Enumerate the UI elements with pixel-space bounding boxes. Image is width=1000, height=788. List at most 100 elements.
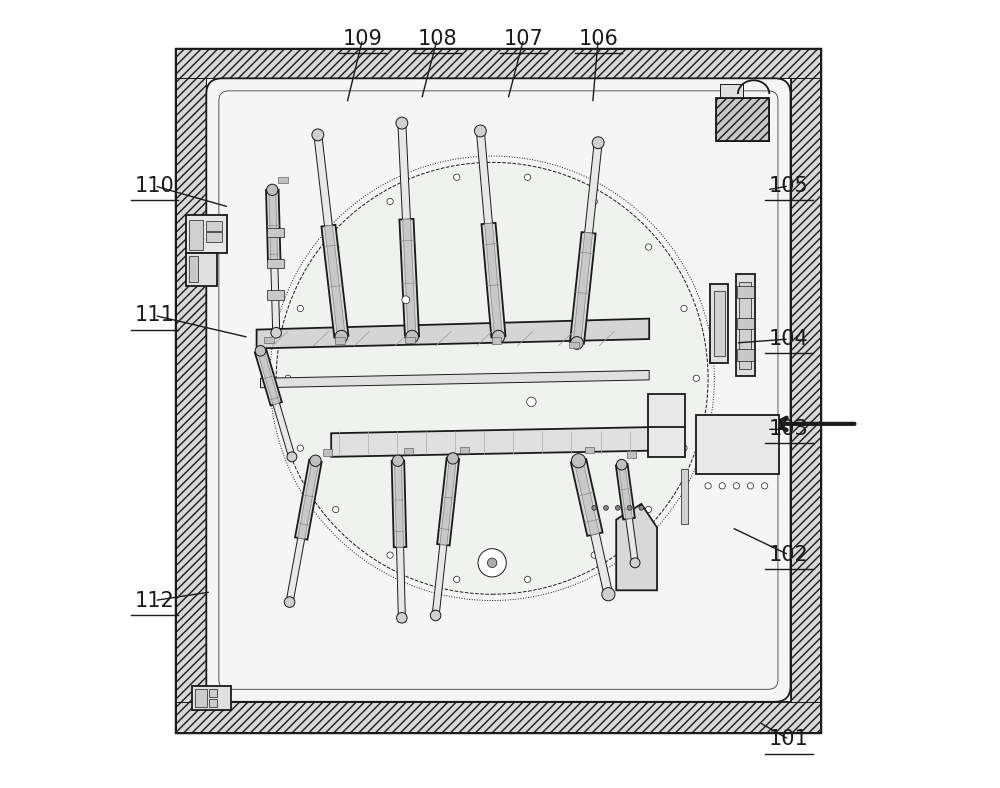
Circle shape [591, 552, 597, 558]
Circle shape [312, 129, 324, 141]
Circle shape [335, 330, 348, 343]
Polygon shape [399, 219, 419, 337]
Polygon shape [394, 461, 404, 547]
Text: 111: 111 [135, 306, 174, 325]
Polygon shape [397, 547, 405, 618]
Text: 109: 109 [343, 29, 383, 49]
Bar [176, 702, 820, 731]
Circle shape [406, 330, 418, 343]
Circle shape [447, 453, 459, 464]
Text: 107: 107 [504, 29, 543, 49]
Bar [736, 274, 755, 377]
Bar [186, 253, 217, 285]
Polygon shape [616, 464, 635, 519]
Text: 104: 104 [769, 329, 809, 349]
Bar [206, 78, 791, 702]
Bar [176, 49, 820, 78]
Text: 106: 106 [578, 29, 618, 49]
Polygon shape [585, 143, 602, 233]
Polygon shape [574, 460, 599, 535]
Polygon shape [255, 349, 282, 406]
Circle shape [719, 483, 725, 489]
Polygon shape [298, 460, 319, 539]
Polygon shape [273, 403, 295, 458]
Bar [739, 282, 751, 369]
Polygon shape [571, 459, 603, 536]
Circle shape [616, 459, 627, 470]
Bar [737, 318, 754, 329]
Circle shape [333, 507, 339, 513]
Polygon shape [626, 519, 638, 563]
Circle shape [333, 244, 339, 251]
Circle shape [645, 244, 652, 251]
Bar [737, 286, 754, 298]
Polygon shape [257, 318, 649, 348]
Polygon shape [440, 458, 456, 545]
FancyBboxPatch shape [206, 78, 791, 702]
Circle shape [474, 125, 486, 137]
Bar [404, 448, 413, 455]
Polygon shape [266, 190, 281, 262]
Circle shape [297, 305, 303, 311]
Circle shape [693, 375, 699, 381]
Circle shape [397, 612, 407, 623]
Circle shape [602, 588, 615, 600]
Bar [264, 336, 274, 343]
Text: 102: 102 [769, 545, 809, 565]
Text: 103: 103 [769, 419, 809, 440]
Polygon shape [618, 464, 632, 519]
Polygon shape [570, 232, 596, 344]
Polygon shape [261, 370, 649, 388]
Bar [405, 337, 415, 344]
Bar [206, 221, 222, 231]
Polygon shape [392, 461, 406, 548]
Circle shape [387, 199, 393, 205]
Bar [716, 98, 769, 141]
Bar [176, 78, 206, 702]
Circle shape [604, 505, 608, 510]
Circle shape [639, 505, 644, 510]
Circle shape [681, 305, 687, 311]
Circle shape [454, 576, 460, 582]
Bar [569, 342, 579, 348]
Circle shape [571, 454, 586, 468]
Circle shape [392, 455, 404, 466]
Bar [323, 449, 332, 455]
Polygon shape [314, 135, 332, 226]
Circle shape [592, 505, 597, 510]
Circle shape [297, 445, 303, 452]
Bar [267, 228, 284, 237]
Circle shape [310, 455, 321, 466]
Circle shape [592, 137, 604, 149]
Circle shape [681, 445, 687, 452]
Polygon shape [485, 223, 502, 337]
Bar [648, 394, 685, 457]
Circle shape [630, 558, 640, 568]
Bar [585, 447, 594, 453]
Bar [460, 447, 469, 453]
Polygon shape [295, 459, 322, 540]
Bar [714, 291, 725, 356]
Circle shape [402, 296, 410, 303]
Circle shape [524, 576, 531, 582]
Bar [267, 259, 284, 269]
Circle shape [627, 505, 632, 510]
Circle shape [591, 199, 597, 205]
Bar [720, 84, 743, 98]
Polygon shape [476, 131, 492, 224]
Polygon shape [325, 225, 345, 337]
Bar [492, 337, 501, 344]
Circle shape [284, 597, 295, 608]
Circle shape [761, 483, 768, 489]
Bar [209, 690, 217, 697]
Text: 112: 112 [135, 590, 174, 611]
Circle shape [430, 610, 441, 621]
Bar [267, 290, 284, 299]
Polygon shape [481, 223, 505, 337]
Circle shape [285, 375, 291, 381]
Circle shape [487, 558, 497, 567]
Bar [192, 686, 231, 710]
Polygon shape [437, 458, 459, 545]
Bar [209, 699, 217, 707]
Circle shape [492, 330, 505, 343]
